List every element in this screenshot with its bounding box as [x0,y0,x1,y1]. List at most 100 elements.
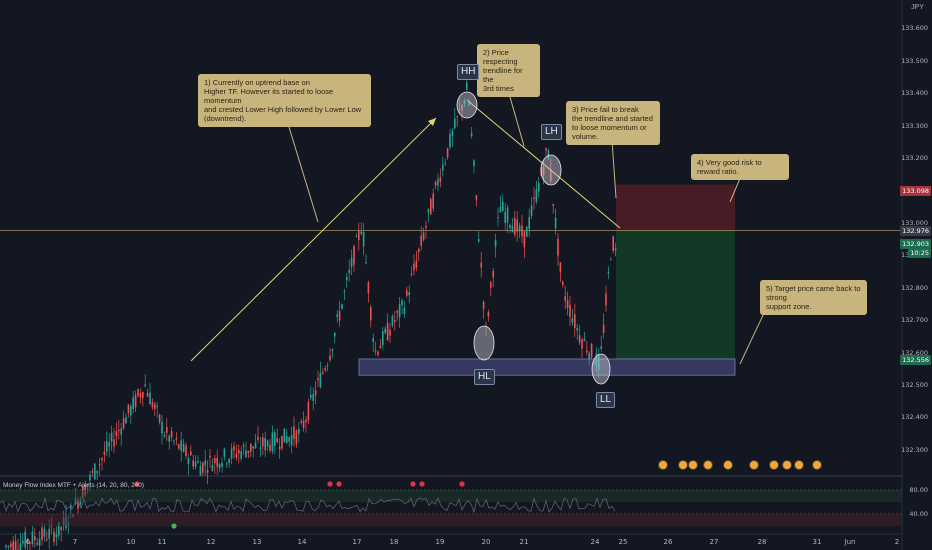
candle-body [523,231,526,248]
candle-body [192,460,194,467]
candle-body [533,197,535,199]
candle-body [598,355,600,370]
uptrend-arrow [190,117,437,362]
calendar-event-icon[interactable] [812,460,822,470]
candle-body [463,100,466,104]
candle-body [473,160,475,166]
candle-body [370,307,372,321]
candle-body [444,162,446,164]
annotation-note-5[interactable]: 5) Target price came back to strong supp… [760,280,867,315]
calendar-event-icon[interactable] [678,460,688,470]
candle-body [60,527,62,530]
candle-body [154,404,156,409]
calendar-event-icon[interactable] [794,460,804,470]
candle-body [413,263,415,271]
calendar-event-icon[interactable] [749,460,759,470]
candle-body [295,430,298,445]
indicator-sell-dot [134,481,140,487]
candle-body [286,436,288,443]
candle-body [511,225,514,233]
candle-body [91,471,94,473]
candle-body [384,328,386,333]
candle-body [442,164,444,171]
candle-body [336,314,338,317]
candle-body [499,206,502,213]
candle-body [290,434,293,446]
price-tick: 132.600 [901,348,928,357]
price-tick: 132.400 [901,413,928,422]
annotation-note-2[interactable]: 2) Price respecting trendline for the 3r… [477,44,540,97]
calendar-event-icon[interactable] [782,460,792,470]
candle-body [410,274,413,276]
candle-body [310,394,312,398]
candle-body [449,133,451,148]
calendar-event-icon[interactable] [688,460,698,470]
candle-body [173,440,175,442]
candle-body [230,448,233,459]
candle-body [204,460,206,466]
candle-body [562,281,564,285]
candle-body [137,389,139,396]
candle-body [334,332,336,337]
candle-body [487,312,490,317]
candle-body [48,528,50,539]
candle-body [588,352,590,360]
label-lower-high: LH [541,124,562,140]
candle-body [125,417,127,424]
candle-body [550,169,552,182]
candle-body [451,130,454,136]
calendar-event-icon[interactable] [703,460,713,470]
indicator-level-80: 80.00 [909,486,928,494]
annotation-note-1[interactable]: 1) Currently on uptrend base on Higher T… [198,74,371,127]
candle-body [482,301,485,309]
price-tick: 133.500 [901,56,928,65]
candle-body [398,304,401,317]
candle-body [266,440,269,447]
candle-body [134,394,137,408]
candle-body [475,195,478,200]
annotation-note-3[interactable]: 3) Price fail to break the trendline and… [566,101,660,145]
candle-body [24,531,26,548]
candle-body [566,300,569,308]
calendar-event-icon[interactable] [658,460,668,470]
price-tick: 133.600 [901,24,928,33]
candle-body [240,451,242,459]
candle-body [478,239,480,242]
price-badge: 132.976 [900,225,931,236]
candle-body [122,418,125,429]
price-badge: 10:25 [908,248,931,258]
indicator-label[interactable]: Money Flow Index MTF + Alerts (14, 20, 8… [3,482,145,489]
price-tick: 132.800 [901,283,928,292]
price-tick: 133.300 [901,121,928,130]
annotation-note-4[interactable]: 4) Very good risk to reward ratio. [691,154,789,180]
candle-body [283,428,286,443]
candle-body [607,271,610,274]
candle-body [36,542,38,545]
date-tick: 12 [206,538,216,546]
candle-body [77,500,79,509]
candle-body [526,226,528,237]
price-badge: 132.903 [900,239,931,249]
calendar-event-icon[interactable] [723,460,733,470]
indicator-line [0,496,616,514]
candle-body [480,262,482,268]
candle-body [269,444,271,451]
candle-body [514,218,516,235]
candle-body [389,329,391,336]
candle-body [348,269,350,274]
indicator-buy-dot [171,523,177,529]
calendar-event-icon[interactable] [769,460,779,470]
candle-body [31,531,34,545]
indicator-sell-dot [410,481,416,487]
candle-body [113,439,115,447]
candle-body [115,431,118,437]
candle-body [432,193,434,209]
candle-body [41,527,43,540]
candle-body [497,217,499,219]
candle-body [264,438,266,451]
candle-body [408,292,410,296]
candle-body [521,225,523,237]
take-profit-zone [616,230,735,359]
date-tick: 17 [352,538,362,546]
